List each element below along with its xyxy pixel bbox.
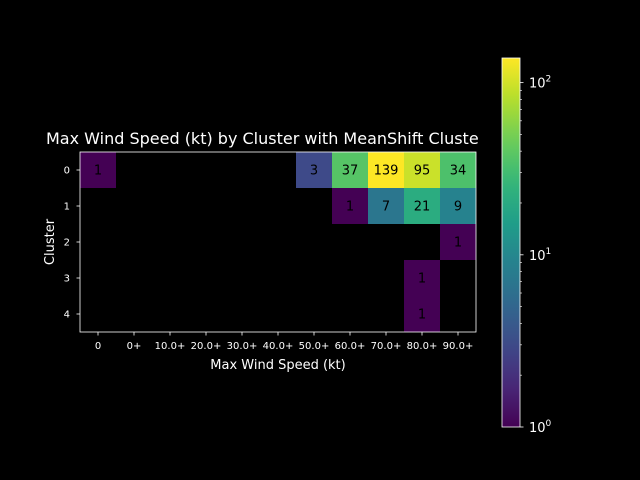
cell-value-label: 9 xyxy=(454,200,462,215)
heatmap-cell xyxy=(404,188,440,224)
y-tick-label: 3 xyxy=(64,274,70,285)
y-ticks: 0 1 2 3 4 xyxy=(64,166,80,321)
cell-value-label: 21 xyxy=(414,200,431,215)
y-tick-label: 4 xyxy=(64,310,70,321)
cell-value-label: 1 xyxy=(454,236,462,251)
x-tick-label: 90.0+ xyxy=(443,341,474,352)
cell-value-label: 3 xyxy=(310,164,318,179)
x-tick-label: 0+ xyxy=(127,341,142,352)
cell-value-label: 95 xyxy=(414,164,431,179)
heatmap-cell xyxy=(440,224,476,260)
x-tick-label: 70.0+ xyxy=(371,341,402,352)
x-ticks: 0 0+ 10.0+ 20.0+ 30.0+ 40.0+ 50.0+ 60.0+ 70.0+ 80… xyxy=(95,332,474,352)
x-tick-label: 60.0+ xyxy=(335,341,366,352)
heatmap-cell xyxy=(296,152,332,188)
cell-value-label: 34 xyxy=(450,164,467,179)
heatmap-cell xyxy=(368,188,404,224)
cell-value-label: 1 xyxy=(418,272,426,287)
colorbar-tick-label: 102 xyxy=(529,75,551,92)
x-tick-label: 0 xyxy=(95,341,101,352)
colorbar-tick-label: 101 xyxy=(529,247,551,264)
y-tick-label: 2 xyxy=(64,238,70,249)
heatmap-cell xyxy=(80,152,116,188)
colorbar-ticks: 100 101 102 xyxy=(520,75,552,436)
cell-value-label: 139 xyxy=(374,164,399,179)
heatmap-cell-labels: 1 3 37 139 95 34 1 7 21 9 1 1 1 xyxy=(94,164,466,323)
x-axis-label: Max Wind Speed (kt) xyxy=(210,358,345,373)
cell-value-label: 1 xyxy=(418,308,426,323)
x-tick-label: 20.0+ xyxy=(191,341,222,352)
x-tick-label: 40.0+ xyxy=(263,341,294,352)
y-tick-label: 0 xyxy=(64,166,70,177)
x-tick-label: 10.0+ xyxy=(155,341,186,352)
heatmap-cell xyxy=(404,260,440,296)
x-tick-label: 80.0+ xyxy=(407,341,438,352)
colorbar xyxy=(501,57,521,428)
heatmap-cell xyxy=(404,152,440,188)
heatmap-cell xyxy=(332,152,368,188)
heatmap-cell xyxy=(440,152,476,188)
x-tick-label: 50.0+ xyxy=(299,341,330,352)
cell-value-label: 1 xyxy=(94,164,102,179)
colorbar-tick-label: 100 xyxy=(529,419,552,436)
cell-value-label: 1 xyxy=(346,200,354,215)
heatmap-cells xyxy=(80,152,476,332)
heatmap-cell xyxy=(332,188,368,224)
y-tick-label: 1 xyxy=(64,202,70,213)
y-axis-label: Cluster xyxy=(43,218,58,265)
cell-value-label: 37 xyxy=(342,164,359,179)
chart-title: Max Wind Speed (kt) by Cluster with Mean… xyxy=(46,129,510,148)
cell-value-label: 7 xyxy=(382,200,390,215)
heatmap-cell xyxy=(404,296,440,332)
heatmap-cell xyxy=(440,188,476,224)
x-tick-label: 30.0+ xyxy=(227,341,258,352)
heatmap-cell xyxy=(368,152,404,188)
